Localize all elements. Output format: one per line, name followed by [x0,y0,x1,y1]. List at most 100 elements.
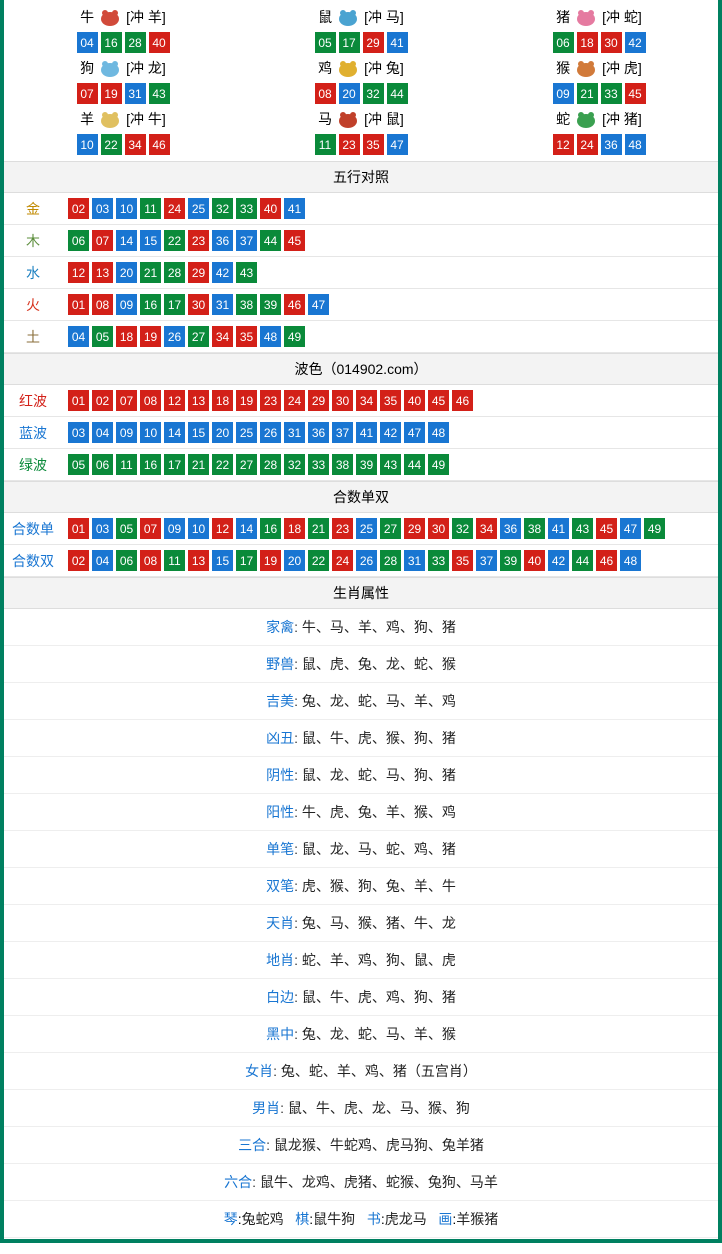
number-ball: 40 [149,32,170,53]
attr-key: 野兽 [266,656,294,672]
number-ball: 30 [428,518,449,539]
number-ball: 14 [116,230,137,251]
number-ball: 28 [380,550,401,571]
number-ball: 15 [140,230,161,251]
attr-row: 地肖: 蛇、羊、鸡、狗、鼠、虎 [4,942,718,979]
zodiac-header: 鸡[冲 兔] [318,57,404,79]
zodiac-cell: 狗[冲 龙]07193143 [4,57,242,104]
attr-footer-key: 琴 [224,1211,238,1227]
attr-value: 牛、马、羊、鸡、狗、猪 [302,619,456,635]
number-ball: 36 [212,230,233,251]
number-ball: 16 [260,518,281,539]
row-label: 红波 [4,385,62,417]
number-ball: 26 [164,326,185,347]
number-ball: 41 [356,422,377,443]
zodiac-header: 羊[冲 牛] [80,108,166,130]
zodiac-balls: 12243648 [480,134,718,155]
attr-row: 吉美: 兔、龙、蛇、马、羊、鸡 [4,683,718,720]
number-ball: 37 [332,422,353,443]
zodiac-cell: 猴[冲 虎] 09213345 [480,57,718,104]
number-ball: 48 [620,550,641,571]
number-ball: 45 [284,230,305,251]
number-ball: 07 [77,83,98,104]
attr-footer-key: 画 [438,1211,452,1227]
number-ball: 11 [140,198,161,219]
number-ball: 43 [572,518,593,539]
zodiac-clash: [冲 牛] [126,109,166,129]
row-balls: 04051819262734354849 [62,321,718,353]
section-header-heshu: 合数单双 [4,481,718,513]
zodiac-cell: 羊[冲 牛]10223446 [4,108,242,155]
row-label: 绿波 [4,449,62,481]
number-ball: 33 [308,454,329,475]
number-ball: 34 [125,134,146,155]
number-ball: 02 [92,390,113,411]
zodiac-header: 鼠[冲 马] [318,6,404,28]
zodiac-balls: 06183042 [480,32,718,53]
number-ball: 10 [188,518,209,539]
number-ball: 38 [524,518,545,539]
number-ball: 01 [68,390,89,411]
number-ball: 22 [164,230,185,251]
attr-value: 兔、马、猴、猪、牛、龙 [302,915,456,931]
number-ball: 07 [116,390,137,411]
number-ball: 08 [92,294,113,315]
number-ball: 03 [92,518,113,539]
number-ball: 16 [140,454,161,475]
number-ball: 25 [188,198,209,219]
number-ball: 46 [452,390,473,411]
number-ball: 07 [92,230,113,251]
attr-sep: : [280,1100,288,1116]
number-ball: 23 [332,518,353,539]
number-ball: 21 [140,262,161,283]
zodiac-clash: [冲 兔] [364,58,404,78]
zodiac-balls: 09213345 [480,83,718,104]
table-row: 蓝波03040910141520252631363741424748 [4,417,718,449]
number-ball: 18 [116,326,137,347]
number-ball: 48 [625,134,646,155]
number-ball: 06 [68,230,89,251]
number-ball: 04 [68,326,89,347]
attr-value: 兔、龙、蛇、马、羊、猴 [302,1026,456,1042]
attr-sep: : [294,693,302,709]
attr-footer-value: 兔蛇鸡 [242,1211,284,1227]
number-ball: 32 [363,83,384,104]
number-ball: 12 [212,518,233,539]
number-ball: 17 [339,32,360,53]
number-ball: 35 [452,550,473,571]
attr-key: 天肖 [266,915,294,931]
attr-sep: : [294,841,302,857]
number-ball: 05 [68,454,89,475]
number-ball: 02 [68,198,89,219]
number-ball: 05 [92,326,113,347]
number-ball: 23 [260,390,281,411]
attr-key: 双笔 [266,878,294,894]
number-ball: 19 [101,83,122,104]
number-ball: 06 [92,454,113,475]
number-ball: 29 [404,518,425,539]
number-ball: 06 [553,32,574,53]
number-ball: 24 [164,198,185,219]
attr-sep: : [294,1026,302,1042]
attr-value: 虎、猴、狗、兔、羊、牛 [302,878,456,894]
number-ball: 02 [68,550,89,571]
zodiac-name: 狗 [80,58,94,78]
number-ball: 30 [332,390,353,411]
row-balls: 1213202128294243 [62,257,718,289]
table-row: 土04051819262734354849 [4,321,718,353]
number-ball: 20 [284,550,305,571]
number-ball: 36 [308,422,329,443]
zodiac-clash: [冲 猪] [602,109,642,129]
row-balls: 0103050709101214161821232527293032343638… [62,513,718,545]
zodiac-header: 猴[冲 虎] [556,57,642,79]
number-ball: 09 [116,422,137,443]
zodiac-icon [334,6,362,28]
zodiac-cell: 鼠[冲 马]05172941 [242,6,480,53]
section-header-wuxing: 五行对照 [4,161,718,193]
number-ball: 19 [236,390,257,411]
number-ball: 21 [188,454,209,475]
number-ball: 22 [212,454,233,475]
number-ball: 24 [284,390,305,411]
table-row: 水1213202128294243 [4,257,718,289]
attr-row: 凶丑: 鼠、牛、虎、猴、狗、猪 [4,720,718,757]
